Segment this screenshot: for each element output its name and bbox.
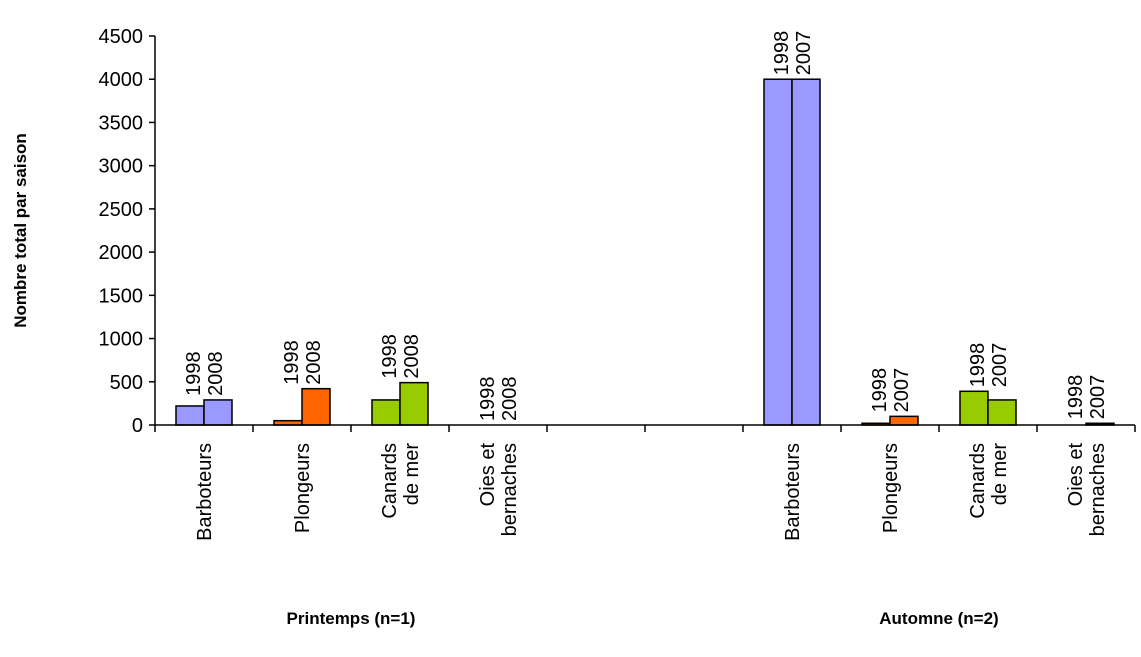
data-label-year: 1998	[281, 340, 303, 385]
x-tick-label-canards-de-mer: Canardsde mer	[967, 443, 1011, 519]
data-label-years: 19982008	[281, 340, 325, 385]
y-tick-label: 1500	[99, 285, 144, 307]
x-tick-label-line: Barboteurs	[194, 443, 216, 541]
bars: 19982008 19982008 199820081998200819982007…	[175, 31, 1115, 426]
x-tick-label-line: Barboteurs	[782, 443, 804, 541]
group-label-automne: Automne (n=2)	[879, 609, 998, 628]
y-tick-label: 2500	[99, 199, 144, 221]
bar-canards-de-mer-2008	[399, 381, 429, 426]
x-tick-label-line: Plongeurs	[880, 443, 902, 533]
y-tick-label: 3500	[99, 112, 144, 134]
x-tick-label-barboteurs: Barboteurs	[782, 443, 804, 541]
data-label-year: 1998	[379, 334, 401, 379]
data-label-year: 2008	[401, 334, 423, 379]
data-label-year: 2008	[205, 351, 227, 396]
x-tick-label-oies-et-bernaches: Oies etbernaches	[477, 443, 521, 537]
bar-barboteurs-2008	[203, 399, 233, 426]
data-label-year: 1998	[183, 351, 205, 396]
x-tick-label-line: de mer	[989, 443, 1011, 506]
data-label-year: 1998	[967, 343, 989, 388]
x-tick-label-line: Plongeurs	[292, 443, 314, 533]
data-label-year: 1998	[477, 377, 499, 422]
x-tick-label-line: Canards	[967, 443, 989, 519]
bar-barboteurs-1998	[763, 78, 793, 426]
data-label-years: 19982007	[967, 343, 1011, 388]
data-label-year: 2007	[989, 343, 1011, 388]
x-tick-label-line: Canards	[379, 443, 401, 519]
x-tick-label-line: Oies et	[1065, 443, 1087, 507]
y-tick-label: 3000	[99, 156, 144, 178]
x-tick-label-barboteurs: Barboteurs	[194, 443, 216, 541]
group-label-printemps: Printemps (n=1)	[287, 609, 416, 628]
data-label-year: 2007	[1087, 375, 1109, 420]
y-tick-label: 2000	[99, 242, 144, 264]
data-label-year: 2008	[499, 377, 521, 422]
x-tick-label-canards-de-mer: Canardsde mer	[379, 443, 423, 519]
y-tick-label: 4500	[99, 26, 144, 48]
bar-barboteurs-2007	[791, 78, 821, 426]
y-tick-label: 0	[132, 415, 143, 437]
x-tick-label-plongeurs: Plongeurs	[880, 443, 902, 533]
x-axis: Barboteurs Plongeurs Canardsde mer Oies etb…	[154, 424, 1136, 541]
data-label-year: 1998	[869, 368, 891, 413]
data-label-years: 19982008	[183, 351, 227, 396]
data-label-year: 1998	[771, 31, 793, 76]
data-label-years: 19982008	[379, 334, 423, 379]
bar-barboteurs-1998	[175, 405, 205, 426]
data-label-years: 19982007	[771, 31, 815, 76]
data-label-years: 19982007	[1065, 375, 1109, 420]
x-tick-label-line: bernaches	[1087, 443, 1109, 536]
data-label-years: 19982008	[477, 377, 521, 422]
bar-canards-de-mer-2007	[987, 399, 1017, 426]
data-label-year: 2007	[891, 368, 913, 413]
x-tick-label-oies-et-bernaches: Oies etbernaches	[1065, 443, 1109, 537]
data-label-year: 2007	[793, 31, 815, 76]
y-tick-label: 4000	[99, 69, 144, 91]
x-tick-label-line: de mer	[401, 443, 423, 506]
x-tick-label-line: Oies et	[477, 443, 499, 507]
data-label-year: 1998	[1065, 375, 1087, 420]
y-tick-label: 500	[110, 372, 143, 394]
y-axis-label: Nombre total par saison	[11, 133, 30, 328]
data-label-years: 19982007	[869, 368, 913, 413]
y-axis: 0 500 1000 1500 2000 2500 3000 3500 4000 4500	[99, 26, 156, 437]
bar-plongeurs-2007	[889, 415, 919, 426]
bar-plongeurs-2008	[301, 387, 331, 426]
y-tick-label: 1000	[99, 329, 144, 351]
bar-canards-de-mer-1998	[371, 399, 401, 426]
x-tick-label-plongeurs: Plongeurs	[292, 443, 314, 533]
data-label-year: 2008	[303, 340, 325, 385]
x-tick-label-line: bernaches	[499, 443, 521, 536]
bar-canards-de-mer-1998	[959, 390, 989, 426]
